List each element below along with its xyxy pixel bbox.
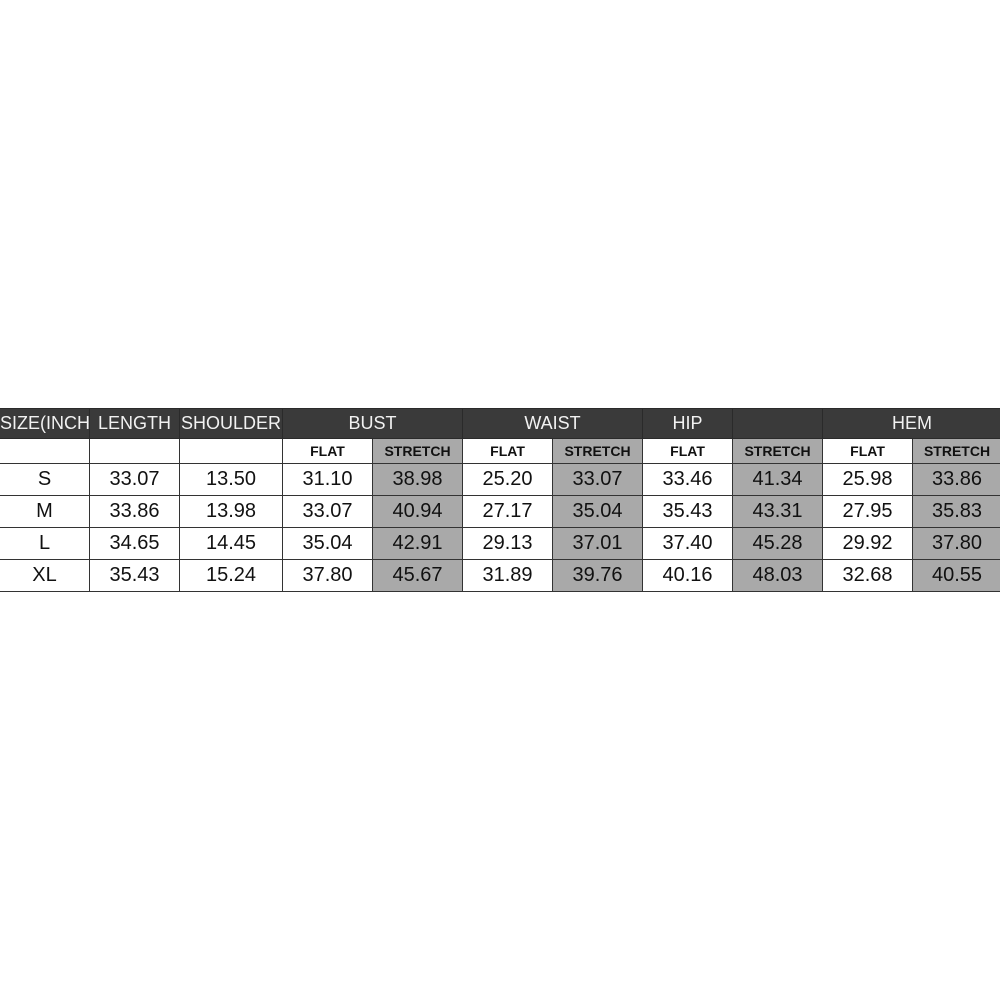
table-cell: 25.20 [462,463,554,496]
table-cell: 27.17 [462,495,554,528]
table-cell: 29.13 [462,527,554,560]
table-cell: L [0,527,90,560]
table-cell: 34.65 [89,527,180,560]
table-cell: 48.03 [732,559,824,592]
table-cell: 45.67 [371,559,464,592]
table-cell: 14.45 [179,527,283,560]
table-cell: 41.34 [732,463,824,496]
header-length: LENGTH [89,408,180,439]
table-cell: 38.98 [371,463,464,496]
table-cell: 27.95 [822,495,914,528]
subheader-cell: FLAT [282,438,373,464]
subheader-cell [89,438,180,464]
table-cell: XL [0,559,90,592]
table-cell: 37.01 [552,527,644,560]
table-row: M 33.86 13.98 33.07 40.94 27.17 35.04 35.43 43.3… [0,495,1000,528]
subheader-cell: FLAT [822,438,914,464]
subheader-cell: STRETCH [371,438,464,464]
table-cell: 33.07 [282,495,373,528]
table-cell: 37.40 [642,527,734,560]
subheader-cell [179,438,283,464]
table-cell: 33.07 [552,463,644,496]
table-cell: 42.91 [371,527,464,560]
table-cell: 15.24 [179,559,283,592]
table-row: S 33.07 13.50 31.10 38.98 25.20 33.07 33.46 41.3… [0,463,1000,496]
header-bust: BUST [281,408,464,439]
table-cell: 31.89 [462,559,554,592]
subheader-cell: STRETCH [732,438,824,464]
table-cell: 33.46 [642,463,734,496]
table-cell: 35.83 [912,495,1000,528]
table-cell: 40.94 [371,495,464,528]
table-cell: 35.04 [552,495,644,528]
table-cell: 40.55 [912,559,1000,592]
table-cell: 13.50 [179,463,283,496]
header-hem: HEM [822,408,1000,439]
table-cell: 32.68 [822,559,914,592]
table-cell: 35.43 [89,559,180,592]
table-cell: 45.28 [732,527,824,560]
subheader-cell [0,438,90,464]
table-cell: 33.86 [912,463,1000,496]
table-cell: S [0,463,90,496]
table-cell: 29.92 [822,527,914,560]
subheader-row: FLAT STRETCH FLAT STRETCH FLAT STRETCH FLAT STR… [0,438,1000,464]
header-waist: WAIST [462,408,644,439]
header-hip: HIP [642,408,734,439]
header-row: SIZE(INCH) LENGTH SHOULDER BUST WAIST HI… [0,408,1000,439]
table-cell: 31.10 [282,463,373,496]
table-cell: 33.86 [89,495,180,528]
subheader-cell: STRETCH [552,438,644,464]
header-shoulder: SHOULDER [179,408,283,439]
table-cell: 43.31 [732,495,824,528]
size-chart-table: SIZE(INCH) LENGTH SHOULDER BUST WAIST HI… [0,408,1000,592]
table-cell: 35.04 [282,527,373,560]
table-cell: 13.98 [179,495,283,528]
table-cell: M [0,495,90,528]
table-cell: 37.80 [912,527,1000,560]
subheader-cell: FLAT [462,438,554,464]
table-cell: 35.43 [642,495,734,528]
table-cell: 39.76 [552,559,644,592]
table-cell: 37.80 [282,559,373,592]
header-size: SIZE(INCH) [0,408,90,439]
table-row: XL 35.43 15.24 37.80 45.67 31.89 39.76 40.16 48.… [0,559,1000,592]
subheader-cell: FLAT [642,438,734,464]
table-cell: 40.16 [642,559,734,592]
subheader-cell: STRETCH [912,438,1000,464]
table-cell: 33.07 [89,463,180,496]
table-row: L 34.65 14.45 35.04 42.91 29.13 37.01 37.40 45.2… [0,527,1000,560]
table-cell: 25.98 [822,463,914,496]
header-blank [732,408,824,439]
